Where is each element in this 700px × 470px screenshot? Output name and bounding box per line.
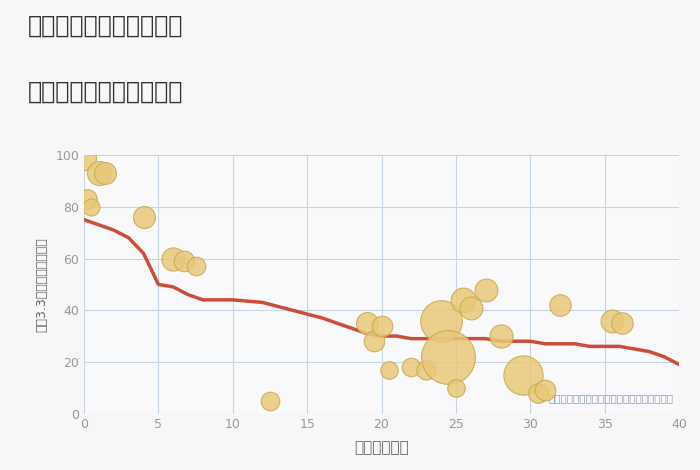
Point: [517, 371, 528, 379]
Point: [465, 304, 476, 311]
Point: [190, 262, 201, 270]
Point: [495, 332, 506, 340]
Point: [81, 195, 92, 203]
Point: [384, 366, 395, 373]
Point: [86, 203, 97, 211]
Point: [458, 296, 469, 304]
Point: [361, 320, 372, 327]
Point: [554, 301, 566, 309]
Point: [406, 363, 417, 371]
Point: [540, 386, 551, 394]
Point: [443, 353, 454, 360]
Text: 円の大きさは、取引のあった物件面積を示す: 円の大きさは、取引のあった物件面積を示す: [548, 393, 673, 403]
Point: [368, 337, 379, 345]
Point: [450, 384, 461, 392]
Point: [376, 322, 387, 329]
Point: [480, 286, 491, 293]
Point: [617, 320, 628, 327]
Point: [435, 317, 447, 324]
Point: [606, 317, 617, 324]
Point: [532, 389, 543, 397]
Point: [421, 366, 432, 373]
Point: [93, 169, 104, 177]
Text: 築年数別中古戸建て価格: 築年数別中古戸建て価格: [28, 80, 183, 104]
Point: [265, 397, 276, 404]
Point: [168, 255, 179, 262]
Point: [99, 169, 111, 177]
Point: [138, 213, 149, 221]
Point: [78, 154, 90, 161]
Point: [178, 257, 189, 265]
X-axis label: 築年数（年）: 築年数（年）: [354, 440, 409, 455]
Y-axis label: 坪（3.3㎡）単価（万円）: 坪（3.3㎡）単価（万円）: [35, 237, 48, 332]
Text: 三重県津市一志町大仰の: 三重県津市一志町大仰の: [28, 14, 183, 38]
